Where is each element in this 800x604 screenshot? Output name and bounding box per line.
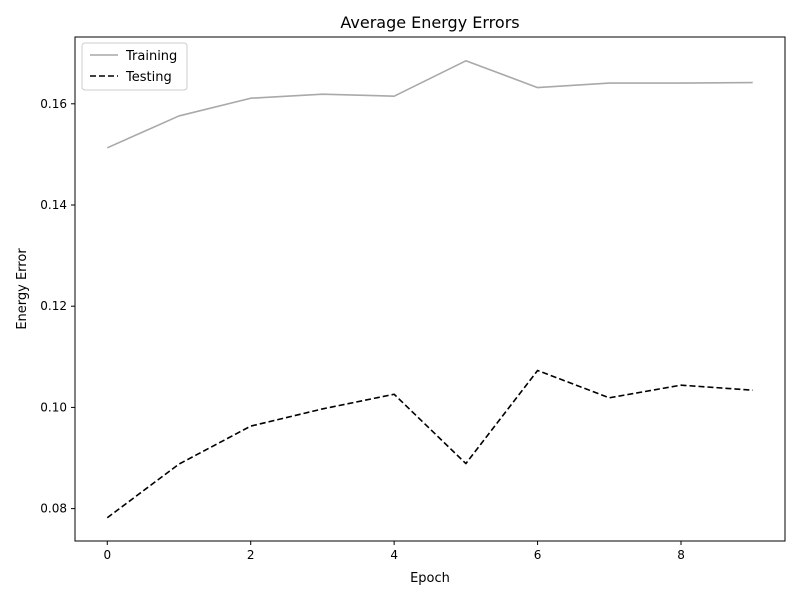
plot-area: 0 2 4 6 8 0.08 0.10 0.12 0.14 0.16 Training Testing	[40, 36, 786, 562]
y-tick-label: 0.14	[40, 198, 67, 212]
series-line-testing	[106, 369, 753, 519]
y-tick-label: 0.08	[40, 502, 67, 516]
series-line-training	[106, 59, 753, 149]
chart-title: Average Energy Errors	[340, 13, 519, 32]
x-tick-label: 0	[103, 548, 111, 562]
y-axis-label: Energy Error	[15, 248, 30, 330]
legend-label-testing: Testing	[125, 70, 172, 85]
x-tick-label: 6	[534, 548, 542, 562]
x-axis-label: Epoch	[410, 571, 450, 586]
x-tick-label: 2	[247, 548, 255, 562]
x-tick-label: 4	[390, 548, 398, 562]
y-tick-label: 0.10	[40, 400, 67, 414]
y-tick-label: 0.12	[40, 299, 67, 313]
x-tick-label: 8	[677, 548, 685, 562]
y-tick-label: 0.16	[40, 97, 67, 111]
legend-label-training: Training	[125, 49, 177, 64]
plot-frame	[74, 36, 786, 542]
